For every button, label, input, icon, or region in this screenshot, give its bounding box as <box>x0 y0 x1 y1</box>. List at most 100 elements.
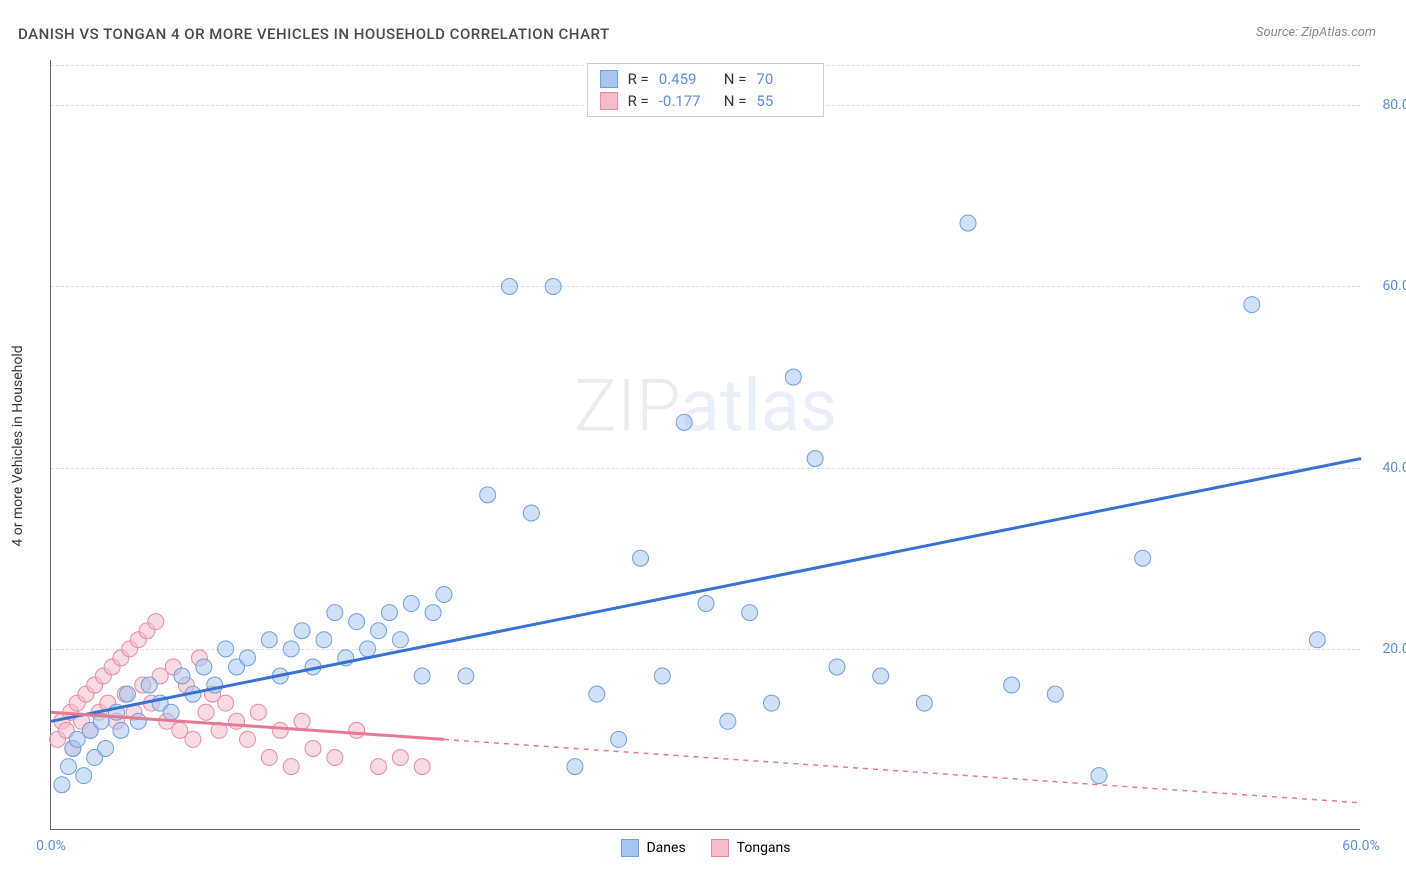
data-point <box>720 713 736 729</box>
data-point <box>785 369 801 385</box>
swatch-tongans <box>600 92 618 110</box>
data-point <box>698 596 714 612</box>
data-point <box>654 668 670 684</box>
data-point <box>1244 297 1260 313</box>
data-point <box>1091 768 1107 784</box>
n-value-danes: 70 <box>756 70 811 88</box>
data-point <box>1004 677 1020 693</box>
data-point <box>414 759 430 775</box>
y-tick-label: 80.0% <box>1382 97 1406 113</box>
chart-title: DANISH VS TONGAN 4 OR MORE VEHICLES IN H… <box>18 25 610 43</box>
r-label: R = <box>628 92 649 110</box>
data-point <box>349 614 365 630</box>
data-point <box>371 623 387 639</box>
data-point <box>327 605 343 621</box>
data-point <box>349 722 365 738</box>
y-tick-label: 60.0% <box>1382 278 1406 294</box>
legend-item-tongans: Tongans <box>711 839 791 857</box>
data-point <box>283 759 299 775</box>
data-point <box>545 278 561 294</box>
data-point <box>742 605 758 621</box>
n-label: N = <box>724 70 747 88</box>
data-point <box>283 641 299 657</box>
data-point <box>764 695 780 711</box>
r-value-danes: 0.459 <box>659 70 714 88</box>
data-point <box>141 677 157 693</box>
data-point <box>250 704 266 720</box>
data-point <box>1309 632 1325 648</box>
data-point <box>371 759 387 775</box>
data-point <box>425 605 441 621</box>
data-point <box>360 641 376 657</box>
data-point <box>567 759 583 775</box>
data-point <box>305 740 321 756</box>
n-label: N = <box>724 92 747 110</box>
trend-line <box>51 459 1361 722</box>
data-point <box>174 668 190 684</box>
data-point <box>381 605 397 621</box>
stats-row-danes: R = 0.459 N = 70 <box>600 68 812 90</box>
legend: Danes Tongans <box>620 839 790 857</box>
scatter-plot-svg <box>51 60 1360 829</box>
chart-plot-area: ZIPatlas R = 0.459 N = 70 R = -0.177 N =… <box>50 60 1360 830</box>
data-point <box>611 731 627 747</box>
legend-item-danes: Danes <box>620 839 685 857</box>
swatch-danes <box>600 70 618 88</box>
data-point <box>960 215 976 231</box>
data-point <box>873 668 889 684</box>
data-point <box>218 695 234 711</box>
data-point <box>54 777 70 793</box>
data-point <box>392 750 408 766</box>
data-point <box>130 713 146 729</box>
data-point <box>163 704 179 720</box>
data-point <box>294 623 310 639</box>
x-tick-label: 60.0% <box>1342 838 1380 854</box>
y-tick-label: 20.0% <box>1382 641 1406 657</box>
correlation-stats-box: R = 0.459 N = 70 R = -0.177 N = 55 <box>587 63 825 117</box>
data-point <box>807 451 823 467</box>
data-point <box>916 695 932 711</box>
y-axis-label: 4 or more Vehicles in Household <box>10 345 26 546</box>
data-point <box>240 731 256 747</box>
legend-swatch-danes <box>620 839 638 857</box>
x-tick-label: 0.0% <box>36 838 66 854</box>
data-point <box>316 632 332 648</box>
data-point <box>185 731 201 747</box>
legend-swatch-tongans <box>711 839 729 857</box>
data-point <box>633 550 649 566</box>
legend-label-danes: Danes <box>646 840 685 856</box>
source-attribution: Source: ZipAtlas.com <box>1256 25 1376 40</box>
r-value-tongans: -0.177 <box>659 92 714 110</box>
y-tick-label: 40.0% <box>1382 460 1406 476</box>
data-point <box>261 632 277 648</box>
data-point <box>76 768 92 784</box>
data-point <box>198 704 214 720</box>
data-point <box>480 487 496 503</box>
data-point <box>676 414 692 430</box>
r-label: R = <box>628 70 649 88</box>
data-point <box>523 505 539 521</box>
data-point <box>294 713 310 729</box>
data-point <box>1047 686 1063 702</box>
data-point <box>829 659 845 675</box>
data-point <box>98 740 114 756</box>
legend-label-tongans: Tongans <box>737 840 791 856</box>
data-point <box>436 586 452 602</box>
data-point <box>327 750 343 766</box>
data-point <box>240 650 256 666</box>
data-point <box>458 668 474 684</box>
data-point <box>589 686 605 702</box>
data-point <box>261 750 277 766</box>
data-point <box>414 668 430 684</box>
n-value-tongans: 55 <box>756 92 811 110</box>
data-point <box>60 759 76 775</box>
data-point <box>392 632 408 648</box>
data-point <box>119 686 135 702</box>
data-point <box>272 722 288 738</box>
data-point <box>218 641 234 657</box>
data-point <box>148 614 164 630</box>
data-point <box>113 722 129 738</box>
stats-row-tongans: R = -0.177 N = 55 <box>600 90 812 112</box>
data-point <box>502 278 518 294</box>
data-point <box>1135 550 1151 566</box>
